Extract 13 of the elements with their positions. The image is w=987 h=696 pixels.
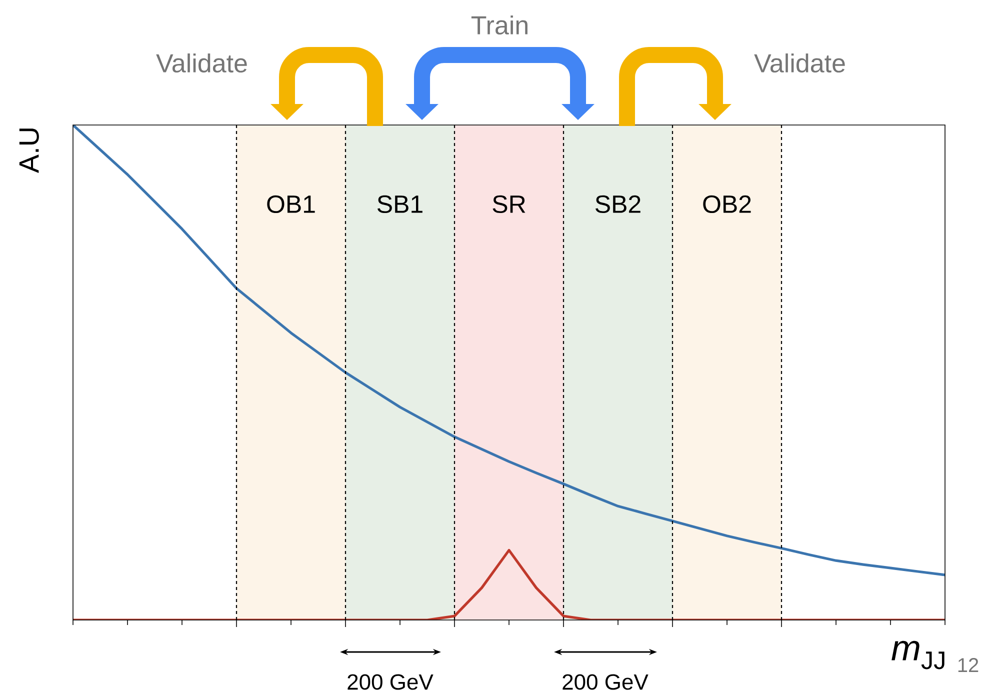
text: 12 bbox=[958, 658, 978, 672]
annotation: SB2 bbox=[596, 195, 640, 214]
annotation: OB1 bbox=[267, 195, 315, 214]
y-axis-title: A.U bbox=[19, 128, 39, 174]
text: Validate bbox=[754, 53, 845, 73]
text: Train bbox=[471, 15, 528, 35]
annotation: SR bbox=[492, 195, 526, 214]
text: 200 GeV bbox=[348, 674, 434, 690]
text: 200 GeV bbox=[562, 674, 648, 690]
annotation: OB2 bbox=[703, 195, 751, 214]
annotation: SB1 bbox=[378, 195, 422, 214]
text: Validate bbox=[156, 53, 247, 73]
x-axis-title: m$_{JJ}$ bbox=[892, 640, 944, 670]
